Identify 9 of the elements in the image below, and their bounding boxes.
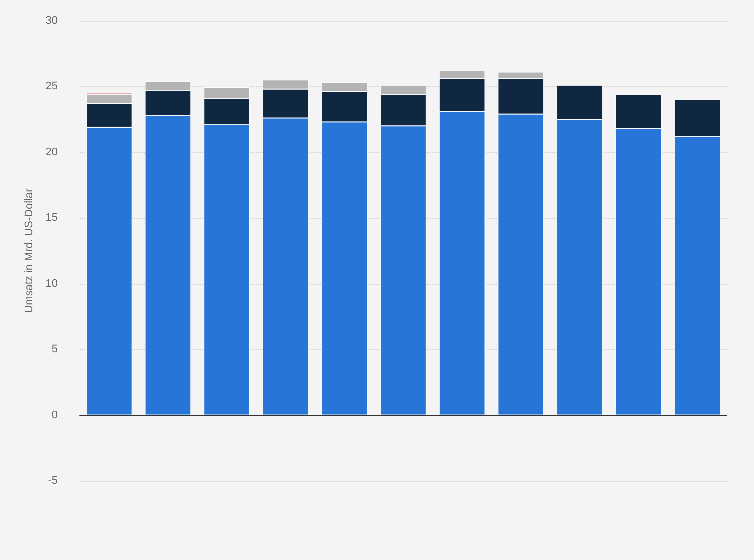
y-tick-label: 0 [52,409,58,422]
y-tick-label: 15 [46,212,58,224]
y-tick-label: 5 [52,344,58,356]
y-tick-label: 30 [46,15,58,27]
y-tick-label: 10 [46,278,58,290]
y-axis-title: Umsatz in Mrd. US-Dollar [23,188,36,314]
y-tick-label: -5 [48,475,58,487]
y-tick-label: 25 [46,80,58,93]
y-tick-label: 20 [46,146,58,158]
